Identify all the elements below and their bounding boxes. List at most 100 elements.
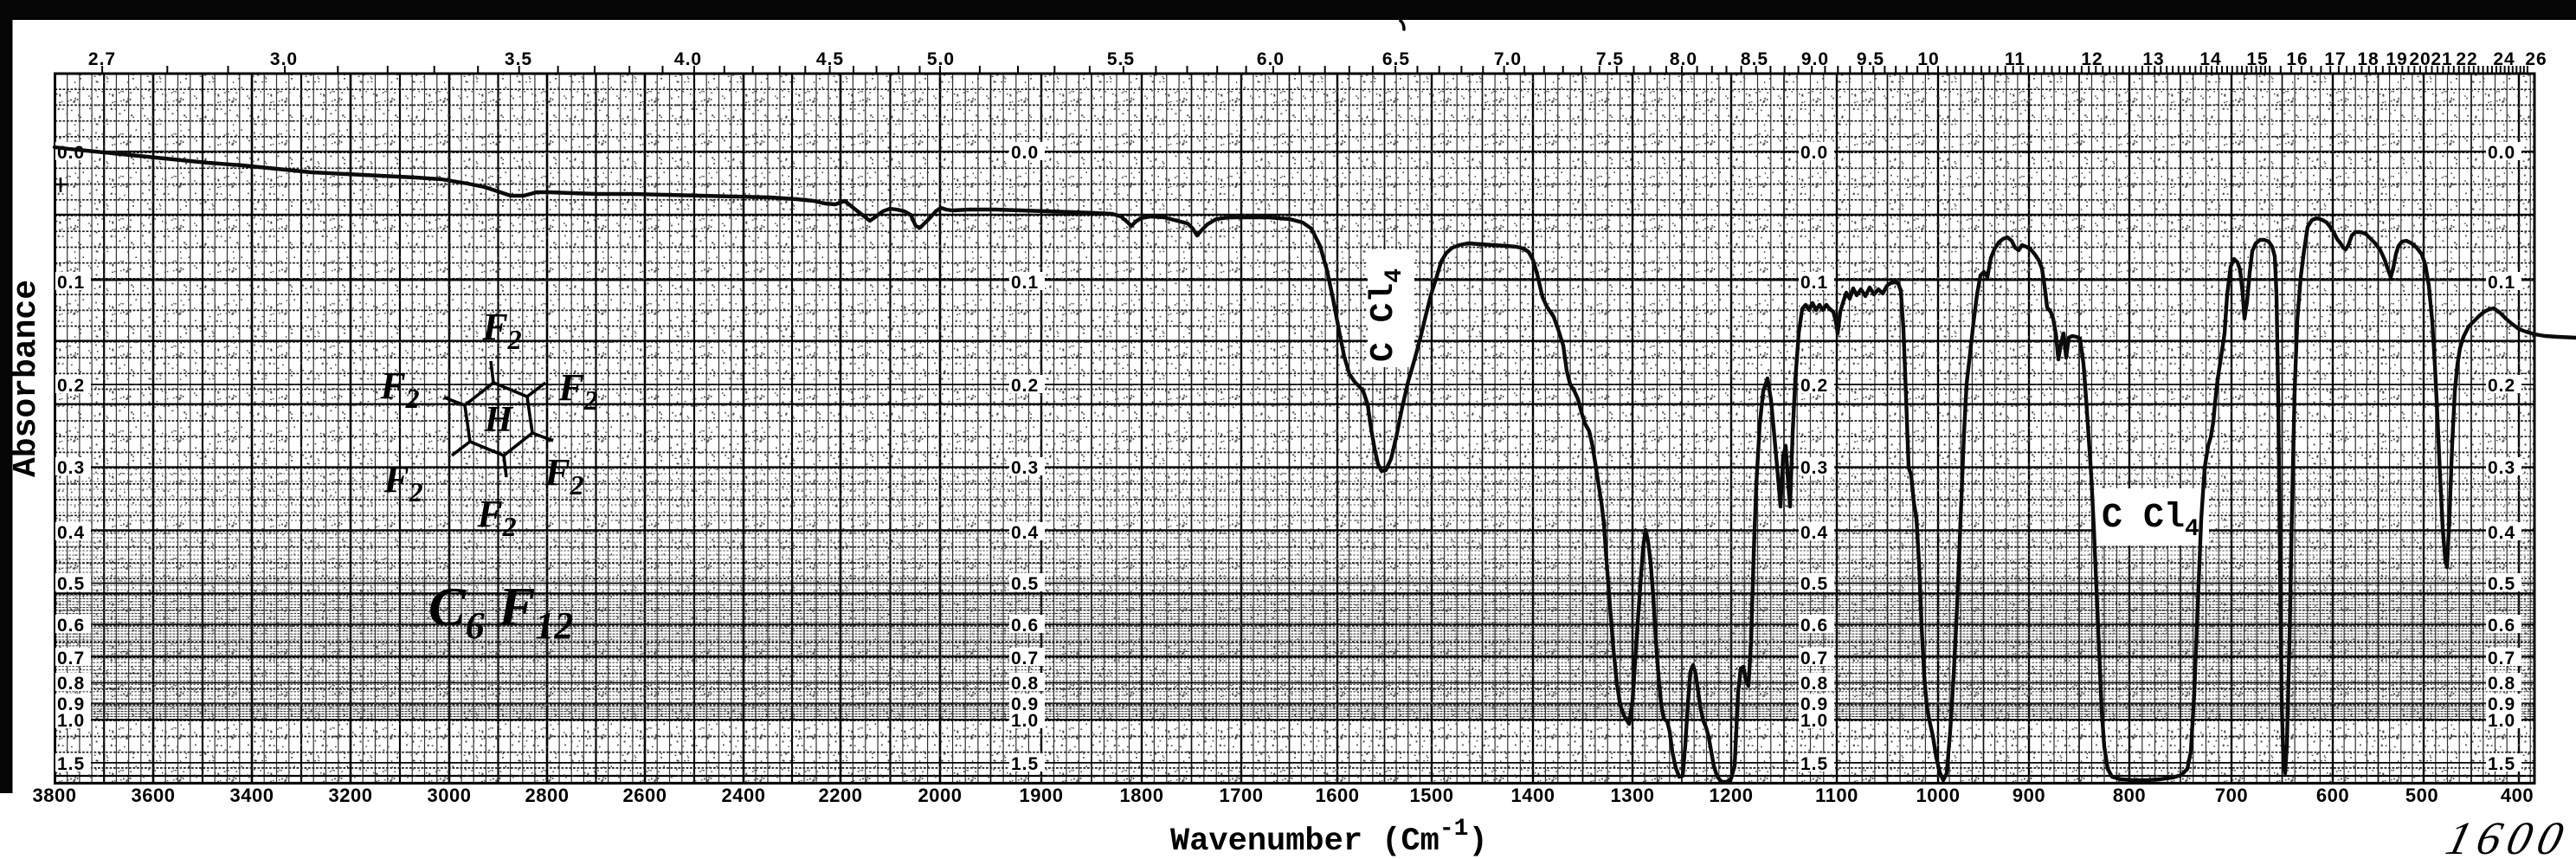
svg-text:18: 18	[2357, 49, 2379, 69]
svg-text:6.5: 6.5	[1382, 49, 1410, 69]
svg-text:1.0: 1.0	[1800, 711, 1828, 731]
svg-text:0.8: 0.8	[1800, 674, 1828, 694]
svg-text:4.5: 4.5	[816, 49, 844, 69]
svg-text:0.5: 0.5	[2488, 574, 2515, 594]
svg-text:1600: 1600	[2441, 812, 2575, 859]
svg-text:1600: 1600	[1316, 785, 1360, 806]
svg-text:9.0: 9.0	[1801, 49, 1829, 69]
svg-text:0.1: 0.1	[57, 273, 85, 293]
svg-text:1800: 1800	[1120, 785, 1164, 806]
svg-text:5.5: 5.5	[1107, 49, 1135, 69]
svg-text:0.7: 0.7	[2488, 649, 2515, 668]
svg-text:19: 19	[2386, 49, 2407, 69]
svg-text:1.0: 1.0	[1011, 711, 1039, 731]
svg-text:21: 21	[2431, 49, 2452, 69]
svg-text:C Cl4: C Cl4	[2102, 499, 2199, 543]
svg-text:0.8: 0.8	[1011, 674, 1039, 694]
svg-text:500: 500	[2405, 785, 2438, 806]
svg-text:2.7: 2.7	[88, 49, 116, 69]
svg-text:0.3: 0.3	[2488, 458, 2515, 478]
svg-text:0.2: 0.2	[1011, 376, 1039, 396]
svg-text:1.5: 1.5	[2488, 754, 2515, 774]
svg-text:1200: 1200	[1710, 785, 1754, 806]
svg-text:5.0: 5.0	[927, 49, 955, 69]
svg-text:Absorbance: Absorbance	[8, 280, 45, 477]
svg-text:17: 17	[2324, 49, 2346, 69]
svg-text:0.4: 0.4	[1800, 523, 1828, 543]
svg-text:0.9: 0.9	[1011, 694, 1039, 714]
svg-text:8.0: 8.0	[1670, 49, 1697, 69]
svg-text:1000: 1000	[1916, 785, 1961, 806]
svg-text:1.0: 1.0	[2488, 711, 2515, 731]
svg-text:20: 20	[2409, 49, 2431, 69]
svg-text:3.0: 3.0	[270, 49, 298, 69]
svg-text:1.5: 1.5	[57, 754, 85, 774]
svg-text:1.5: 1.5	[1011, 754, 1039, 774]
svg-text:7.0: 7.0	[1494, 49, 1522, 69]
svg-text:0.0: 0.0	[2488, 143, 2515, 163]
svg-text:0.1: 0.1	[1800, 273, 1828, 293]
svg-text:0.5: 0.5	[1800, 574, 1828, 594]
svg-text:15: 15	[2246, 49, 2268, 69]
svg-text:0.1: 0.1	[1011, 273, 1039, 293]
svg-text:0.4: 0.4	[57, 523, 85, 543]
svg-text:600: 600	[2316, 785, 2349, 806]
svg-text:2600: 2600	[623, 785, 667, 806]
svg-text:Wavenumber (Cm-1): Wavenumber (Cm-1)	[1170, 816, 1488, 859]
svg-text:1900: 1900	[1020, 785, 1064, 806]
svg-text:0.6: 0.6	[2488, 616, 2515, 636]
svg-text:4.0: 4.0	[674, 49, 702, 69]
svg-text:3800: 3800	[33, 785, 77, 806]
svg-text:22: 22	[2456, 49, 2477, 69]
svg-text:13: 13	[2142, 49, 2164, 69]
svg-text:0.3: 0.3	[1800, 458, 1828, 478]
svg-text:0.5: 0.5	[1011, 574, 1039, 594]
svg-text:3600: 3600	[132, 785, 176, 806]
svg-text:0.3: 0.3	[57, 458, 85, 478]
svg-text:0.2: 0.2	[1800, 376, 1828, 396]
svg-text:3400: 3400	[230, 785, 274, 806]
svg-text:12: 12	[2081, 49, 2103, 69]
svg-text:0.6: 0.6	[57, 616, 85, 636]
svg-text:3200: 3200	[329, 785, 373, 806]
svg-text:26: 26	[2525, 49, 2547, 69]
svg-text:0.6: 0.6	[1011, 616, 1039, 636]
svg-text:0.5: 0.5	[57, 574, 85, 594]
svg-text:1700: 1700	[1220, 785, 1264, 806]
svg-text:6.0: 6.0	[1257, 49, 1285, 69]
svg-text:700: 700	[2215, 785, 2248, 806]
svg-text:2400: 2400	[722, 785, 766, 806]
svg-text:0.4: 0.4	[1011, 523, 1039, 543]
svg-text:0.0: 0.0	[57, 143, 85, 163]
svg-text:0.2: 0.2	[57, 376, 85, 396]
svg-text:10: 10	[1917, 49, 1939, 69]
svg-text:0.6: 0.6	[1800, 616, 1828, 636]
svg-text:1500: 1500	[1410, 785, 1454, 806]
svg-text:0.1: 0.1	[2488, 273, 2515, 293]
svg-text:900: 900	[2012, 785, 2045, 806]
svg-text:3.5: 3.5	[505, 49, 532, 69]
svg-text:7.5: 7.5	[1596, 49, 1624, 69]
svg-text:0.8: 0.8	[57, 674, 85, 694]
svg-text:0.7: 0.7	[1011, 649, 1039, 668]
svg-text:11: 11	[2005, 49, 2025, 69]
svg-text:1.0: 1.0	[57, 711, 85, 731]
svg-text:3000: 3000	[428, 785, 472, 806]
svg-text:C Cl4: C Cl4	[1365, 268, 1408, 362]
svg-text:H: H	[484, 400, 514, 440]
svg-text:16: 16	[2286, 49, 2308, 69]
svg-text:1.5: 1.5	[1800, 754, 1828, 774]
svg-text:0.9: 0.9	[1800, 694, 1828, 714]
svg-text:0.0: 0.0	[1011, 143, 1039, 163]
svg-text:2200: 2200	[819, 785, 863, 806]
svg-text:0.7: 0.7	[1800, 649, 1828, 668]
svg-text:800: 800	[2113, 785, 2146, 806]
svg-text:0.2: 0.2	[2488, 376, 2515, 396]
svg-text:2000: 2000	[918, 785, 963, 806]
svg-text:14: 14	[2199, 49, 2221, 69]
svg-text:24: 24	[2493, 49, 2515, 69]
svg-text:9.5: 9.5	[1857, 49, 1884, 69]
svg-text:1400: 1400	[1511, 785, 1555, 806]
svg-text:0.9: 0.9	[2488, 694, 2515, 714]
svg-text:1300: 1300	[1611, 785, 1655, 806]
